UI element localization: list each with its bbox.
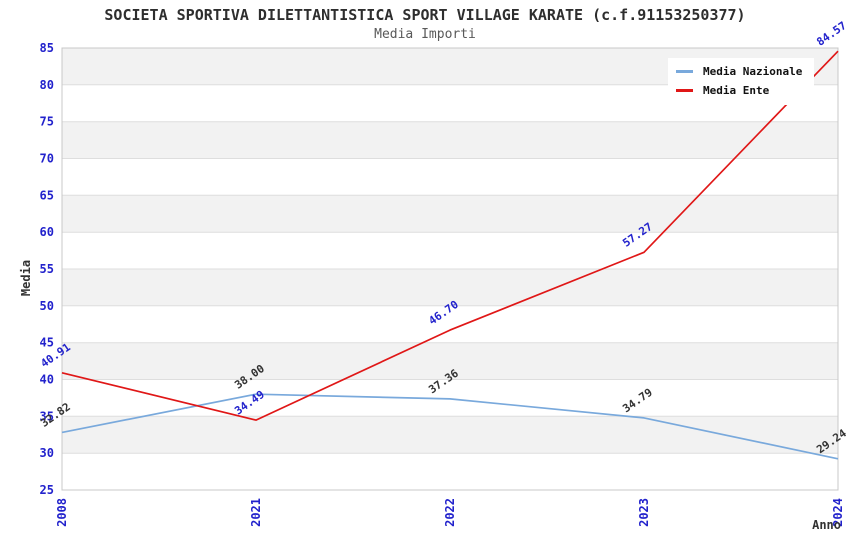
chart-title: SOCIETA SPORTIVA DILETTANTISTICA SPORT V… [104, 6, 746, 24]
y-tick-label: 80 [40, 78, 54, 92]
plot-band [62, 416, 838, 454]
plot-border [61, 47, 839, 491]
y-tick-label: 35 [40, 409, 54, 423]
plot-band [62, 121, 838, 159]
x-tick-label: 2022 [443, 498, 457, 527]
legend-label: Media Ente [703, 84, 770, 97]
y-axis-title: Media [19, 260, 33, 296]
x-tick-label: 2024 [831, 498, 845, 527]
legend-label: Media Nazionale [703, 65, 803, 78]
series-line-media-nazionale [61, 393, 839, 460]
y-tick-label: 30 [40, 446, 54, 460]
y-tick-label: 75 [40, 115, 54, 129]
chart-subtitle: Media Importi [374, 27, 476, 42]
series-line-media-ente [61, 50, 839, 421]
x-tick-label: 2023 [637, 498, 651, 527]
legend-swatch-media-ente [676, 89, 693, 92]
y-tick-label: 65 [40, 188, 54, 202]
legend-item-media-ente: Media Ente [676, 85, 802, 96]
x-tick-label: 2008 [55, 498, 69, 527]
plot-band [62, 195, 838, 233]
y-tick-label: 85 [40, 41, 54, 55]
data-label: 84.57 [814, 19, 849, 49]
x-tick-label: 2021 [249, 498, 263, 527]
plot-band [62, 305, 838, 343]
y-tick-label: 40 [40, 373, 54, 387]
y-tick-label: 50 [40, 299, 54, 313]
legend-swatch-media-nazionale [676, 70, 693, 73]
legend: Media Nazionale Media Ente [668, 58, 815, 105]
plot-band [62, 342, 838, 380]
x-axis-title: Anno [812, 518, 841, 532]
plot-band [62, 269, 838, 306]
y-tick-label: 55 [40, 262, 54, 276]
y-tick-label: 60 [40, 225, 54, 239]
y-tick-label: 70 [40, 152, 54, 166]
legend-item-media-nazionale: Media Nazionale [676, 66, 802, 77]
y-tick-label: 45 [40, 336, 54, 350]
y-tick-label: 25 [40, 483, 54, 497]
plot-band [62, 158, 838, 196]
plot-band [62, 453, 838, 490]
plot-band [62, 379, 838, 417]
plot-band [62, 232, 838, 269]
